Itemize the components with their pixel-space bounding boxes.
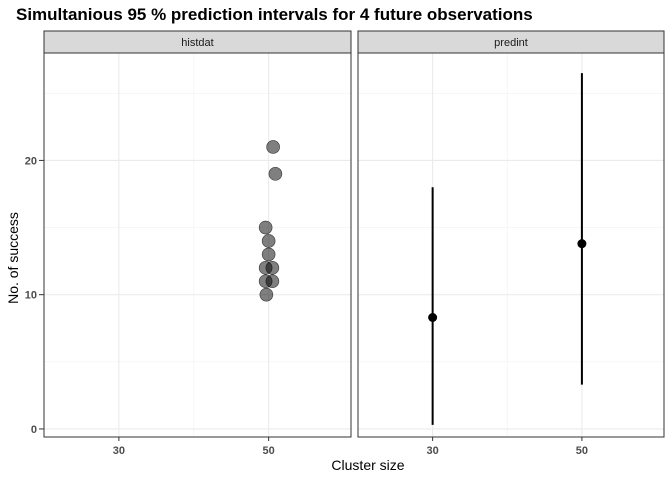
y-tick-label-2: 20: [25, 155, 37, 167]
x-tick-label-0: 30: [427, 445, 439, 457]
x-tick-label-1: 50: [576, 445, 588, 457]
x-tick-label-0: 30: [113, 445, 125, 457]
interval-point-1: [577, 239, 587, 249]
panel-background-histdat: [44, 53, 351, 437]
chart-title: Simultanious 95 % prediction intervals f…: [16, 5, 533, 24]
data-point-3: [261, 234, 276, 248]
data-point-8: [265, 274, 280, 289]
panel-predint: predint 30 50: [357, 30, 665, 457]
interval-point-0: [428, 313, 438, 323]
data-point-9: [259, 287, 274, 302]
x-axis-title: Cluster size: [331, 457, 404, 473]
y-tick-label-0: 0: [31, 424, 37, 436]
strip-label-histdat: histdat: [181, 37, 213, 49]
facet-panels: histdat 30 50 predint 30 50: [43, 30, 665, 457]
data-point-4: [261, 247, 276, 262]
y-axis-title: No. of success: [5, 212, 21, 304]
x-tick-label-1: 50: [263, 445, 275, 457]
panel-histdat: histdat 30 50: [43, 30, 352, 457]
y-axis: 0 10 20: [25, 155, 44, 436]
y-tick-label-1: 10: [25, 290, 37, 302]
data-point-2: [258, 220, 273, 235]
panel-border-histdat: [43, 52, 352, 438]
data-point-1: [268, 167, 283, 181]
panel-border-predint: [357, 52, 665, 438]
data-point-0: [266, 140, 280, 154]
panel-background-predint: [358, 53, 664, 437]
strip-label-predint: predint: [494, 37, 528, 49]
data-point-6: [265, 261, 280, 275]
